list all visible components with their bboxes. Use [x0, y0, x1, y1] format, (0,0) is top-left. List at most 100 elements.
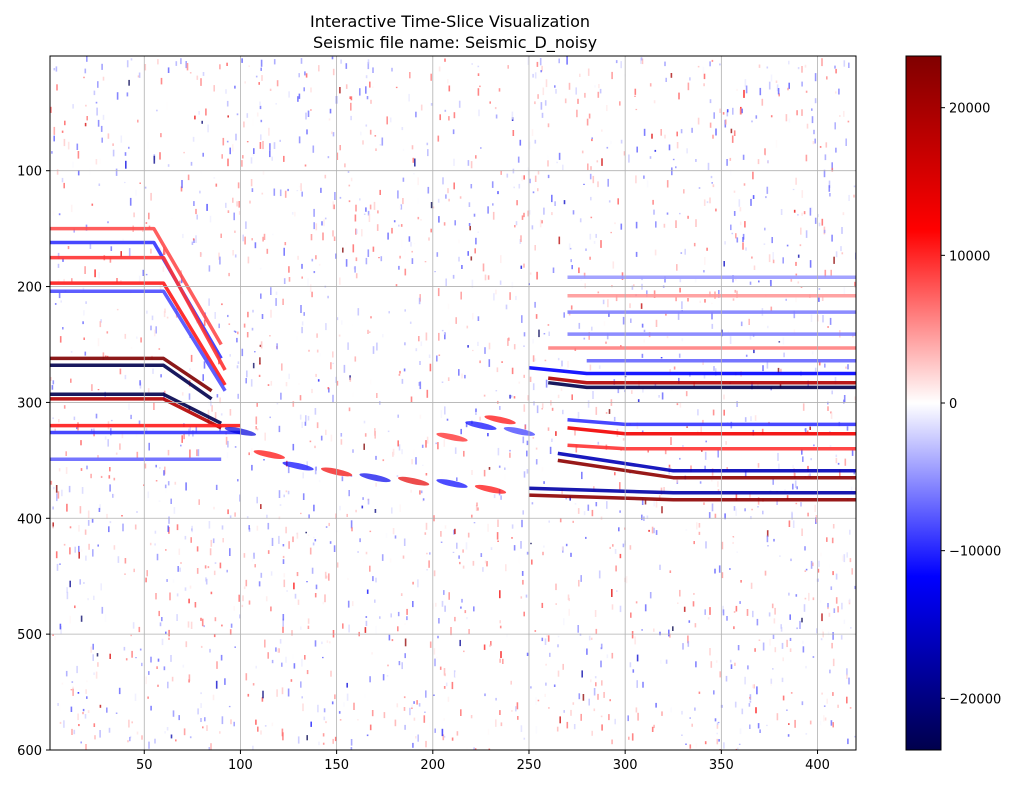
- noise-sample: [238, 201, 240, 208]
- noise-sample: [282, 559, 285, 564]
- noise-sample: [404, 653, 406, 659]
- noise-sample: [788, 60, 790, 65]
- noise-sample: [475, 237, 477, 245]
- noise-sample: [831, 162, 833, 171]
- noise-sample: [151, 315, 154, 321]
- noise-sample: [365, 616, 368, 618]
- noise-sample: [739, 108, 742, 115]
- noise-sample: [294, 211, 296, 217]
- noise-sample: [790, 692, 793, 694]
- noise-sample: [391, 507, 393, 514]
- noise-sample: [577, 508, 580, 514]
- noise-sample: [726, 111, 729, 117]
- noise-sample: [345, 259, 348, 267]
- noise-sample: [447, 303, 450, 310]
- noise-sample: [379, 401, 381, 405]
- noise-sample: [334, 736, 337, 742]
- noise-sample: [661, 392, 664, 400]
- noise-sample: [804, 597, 807, 600]
- noise-sample: [467, 251, 469, 256]
- noise-sample: [598, 570, 601, 579]
- noise-sample: [305, 415, 307, 422]
- noise-sample: [148, 671, 150, 675]
- noise-sample: [429, 641, 432, 648]
- noise-sample: [441, 600, 444, 607]
- noise-sample: [76, 665, 78, 674]
- noise-sample: [415, 736, 417, 739]
- noise-sample: [745, 85, 748, 94]
- noise-sample: [815, 515, 818, 523]
- noise-sample: [713, 112, 715, 119]
- noise-sample: [505, 564, 507, 572]
- noise-sample: [400, 239, 403, 248]
- noise-sample: [438, 618, 440, 624]
- noise-sample: [119, 368, 122, 375]
- noise-sample: [764, 148, 766, 156]
- noise-sample: [189, 368, 191, 371]
- noise-sample: [750, 416, 752, 422]
- noise-sample: [793, 209, 796, 213]
- noise-sample: [338, 711, 341, 714]
- noise-sample: [664, 61, 666, 67]
- noise-sample: [78, 525, 80, 532]
- noise-sample: [339, 505, 341, 511]
- noise-sample: [537, 699, 540, 702]
- noise-sample: [497, 447, 500, 456]
- noise-sample: [150, 248, 152, 254]
- noise-sample: [154, 530, 157, 534]
- noise-sample: [53, 68, 56, 71]
- noise-sample: [259, 363, 261, 365]
- noise-sample: [110, 650, 112, 653]
- noise-sample: [722, 605, 724, 613]
- noise-sample: [479, 85, 481, 88]
- noise-sample: [448, 198, 450, 202]
- noise-sample: [284, 190, 287, 198]
- noise-sample: [715, 660, 718, 663]
- noise-sample: [589, 256, 591, 260]
- noise-sample: [741, 708, 744, 715]
- noise-sample: [304, 421, 307, 426]
- noise-sample: [398, 444, 401, 451]
- plot-area[interactable]: [49, 55, 857, 757]
- noise-sample: [670, 437, 672, 445]
- noise-sample: [487, 523, 489, 532]
- noise-sample: [443, 736, 446, 738]
- noise-sample: [799, 620, 801, 629]
- noise-sample: [388, 311, 390, 314]
- noise-sample: [67, 141, 70, 150]
- noise-sample: [328, 573, 330, 581]
- noise-sample: [756, 618, 759, 626]
- noise-sample: [260, 572, 263, 578]
- noise-sample: [436, 355, 438, 362]
- noise-sample: [350, 177, 353, 182]
- noise-sample: [415, 457, 417, 465]
- noise-sample: [67, 246, 70, 250]
- noise-sample: [376, 342, 378, 351]
- noise-sample: [821, 296, 824, 301]
- noise-sample: [97, 455, 99, 459]
- noise-sample: [69, 547, 71, 555]
- noise-sample: [663, 223, 666, 228]
- noise-sample: [419, 381, 422, 390]
- noise-sample: [530, 542, 532, 545]
- noise-sample: [675, 220, 677, 228]
- noise-sample: [478, 109, 480, 117]
- noise-sample: [466, 617, 468, 620]
- noise-sample: [83, 582, 85, 584]
- noise-sample: [492, 211, 495, 220]
- noise-sample: [593, 688, 596, 696]
- noise-sample: [85, 104, 87, 107]
- noise-sample: [761, 98, 764, 106]
- noise-sample: [425, 440, 427, 448]
- noise-sample: [669, 369, 671, 373]
- noise-sample: [89, 168, 91, 176]
- noise-sample: [535, 447, 538, 450]
- noise-sample: [104, 355, 107, 358]
- noise-sample: [736, 551, 738, 553]
- noise-sample: [593, 240, 596, 244]
- noise-sample: [390, 613, 392, 618]
- noise-sample: [251, 448, 253, 456]
- noise-sample: [809, 207, 812, 216]
- noise-sample: [97, 119, 100, 127]
- noise-sample: [336, 380, 339, 386]
